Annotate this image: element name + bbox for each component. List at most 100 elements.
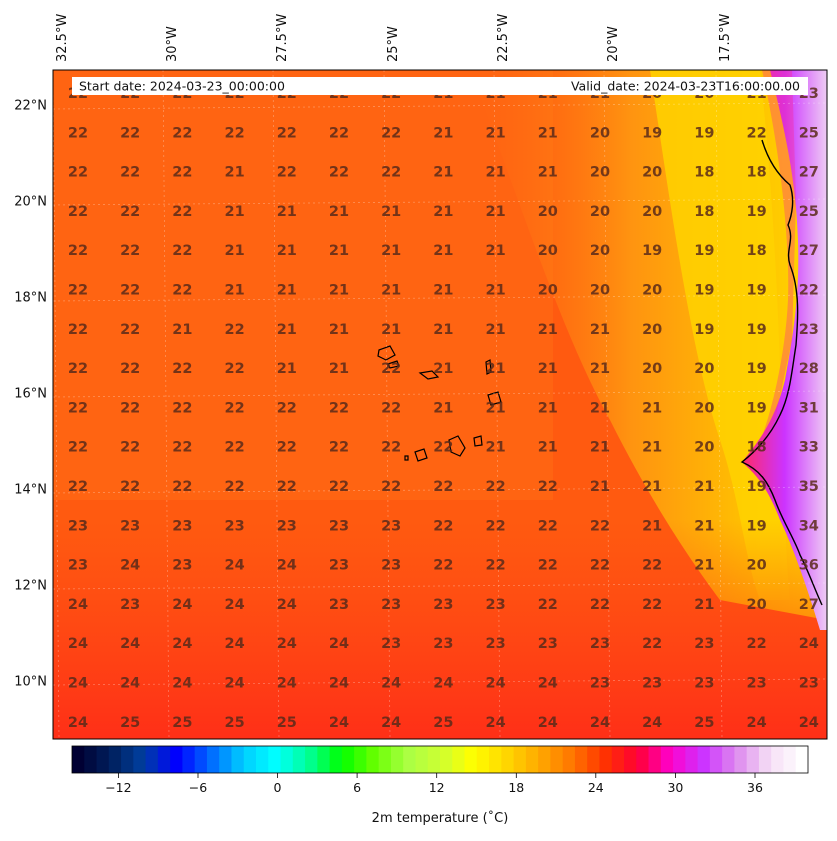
temperature-value: 24 <box>590 715 610 731</box>
temperature-value: 25 <box>694 715 714 731</box>
temperature-value: 21 <box>433 243 453 259</box>
colorbar-band <box>734 746 748 773</box>
temperature-value: 24 <box>329 676 349 692</box>
temperature-value: 24 <box>329 636 349 652</box>
temperature-value: 21 <box>486 400 506 416</box>
temperature-value: 22 <box>277 479 297 495</box>
temperature-value: 21 <box>433 165 453 181</box>
temperature-value: 22 <box>120 125 140 141</box>
colorbar-tick-label: 0 <box>274 780 282 795</box>
temperature-value: 24 <box>120 558 140 574</box>
valid-date-label: Valid_date: 2024-03-23T16:00:00.00 <box>571 79 800 94</box>
temperature-value: 20 <box>538 204 558 220</box>
temperature-value: 23 <box>538 636 558 652</box>
temperature-value: 21 <box>486 322 506 338</box>
colorbar-band <box>170 746 183 773</box>
temperature-value: 22 <box>120 479 140 495</box>
colorbar-band <box>96 746 110 773</box>
temperature-value: 22 <box>68 165 88 181</box>
temperature-value: 21 <box>329 283 349 299</box>
latitude-label: 22°N <box>14 99 47 114</box>
colorbar-band <box>403 746 417 773</box>
colorbar-band <box>771 746 785 773</box>
temperature-value: 22 <box>329 479 349 495</box>
latitude-label: 10°N <box>14 675 47 690</box>
colorbar: −12 −6 0 6 12 18 24 30 36 2m temperature (˚C) <box>71 745 809 826</box>
temperature-value: 24 <box>120 676 140 692</box>
colorbar-band <box>427 746 441 773</box>
temperature-value: 21 <box>277 283 297 299</box>
temperature-value: 21 <box>381 243 401 259</box>
temperature-value: 21 <box>277 204 297 220</box>
colorbar-band <box>648 746 662 773</box>
colorbar-band <box>415 746 429 773</box>
temperature-value: 22 <box>120 243 140 259</box>
colorbar-band <box>501 746 515 773</box>
temperature-value: 19 <box>747 322 767 338</box>
meridian-line <box>715 70 723 739</box>
temperature-value: 22 <box>642 597 662 613</box>
colorbar-band <box>292 746 306 773</box>
temperature-value: 22 <box>225 125 245 141</box>
temperature-value: 27 <box>799 243 819 259</box>
temperature-value: 22 <box>381 400 401 416</box>
meridian-line <box>53 70 60 739</box>
temperature-value: 22 <box>68 479 88 495</box>
temperature-value: 24 <box>799 715 819 731</box>
latitude-label: 20°N <box>14 195 47 210</box>
colorbar-band <box>354 746 367 773</box>
colorbar-ticks: −12 −6 0 6 12 18 24 30 36 <box>105 773 763 795</box>
temperature-value: 23 <box>799 676 819 692</box>
temperature-value: 22 <box>433 440 453 456</box>
temperature-value: 22 <box>225 400 245 416</box>
temperature-value: 22 <box>120 204 140 220</box>
coastline <box>740 139 823 606</box>
temperature-value: 22 <box>277 125 297 141</box>
parallel-line <box>53 678 827 686</box>
temperature-value: 24 <box>68 636 88 652</box>
colorbar-tick-label: 36 <box>747 780 763 795</box>
temperature-value: 21 <box>590 361 610 377</box>
colorbar-tick-label: 30 <box>667 780 683 795</box>
temperature-value: 22 <box>225 361 245 377</box>
colorbar-band <box>538 746 551 773</box>
temperature-value: 20 <box>590 243 610 259</box>
temperature-value: 20 <box>642 361 662 377</box>
temperature-value: 20 <box>590 204 610 220</box>
temperature-value: 22 <box>590 558 610 574</box>
island-santiago <box>448 435 466 457</box>
colorbar-band <box>182 746 196 773</box>
parallel-line <box>53 198 827 206</box>
colorbar-band <box>525 746 539 773</box>
temperature-value: 21 <box>642 440 662 456</box>
temperature-value: 22 <box>68 400 88 416</box>
temperature-value: 22 <box>381 361 401 377</box>
temperature-value: 22 <box>538 479 558 495</box>
temperature-value: 21 <box>329 204 349 220</box>
colorbar-band <box>243 746 257 773</box>
temperature-value: 21 <box>381 204 401 220</box>
colorbar-band <box>697 746 711 773</box>
colorbar-band <box>550 746 564 773</box>
temperature-value: 23 <box>433 636 453 652</box>
temperature-value: 21 <box>486 243 506 259</box>
temperature-value: 22 <box>747 125 767 141</box>
colorbar-band <box>685 746 699 773</box>
colorbar-band <box>476 746 490 773</box>
latitude-label: 18°N <box>14 291 47 306</box>
temperature-value: 23 <box>329 597 349 613</box>
temperature-value: 21 <box>381 322 401 338</box>
temperature-value: 34 <box>799 518 819 534</box>
temperature-value: 23 <box>172 518 192 534</box>
temperature-value: 25 <box>120 715 140 731</box>
temperature-value: 28 <box>799 361 819 377</box>
temperature-value: 21 <box>277 322 297 338</box>
temperature-value: 23 <box>381 558 401 574</box>
colorbar-band <box>268 746 282 773</box>
temperature-value: 25 <box>277 715 297 731</box>
meridian-line <box>493 70 501 739</box>
temperature-value: 22 <box>68 322 88 338</box>
temperature-value: 21 <box>538 400 558 416</box>
island-santo-antao <box>377 345 396 361</box>
